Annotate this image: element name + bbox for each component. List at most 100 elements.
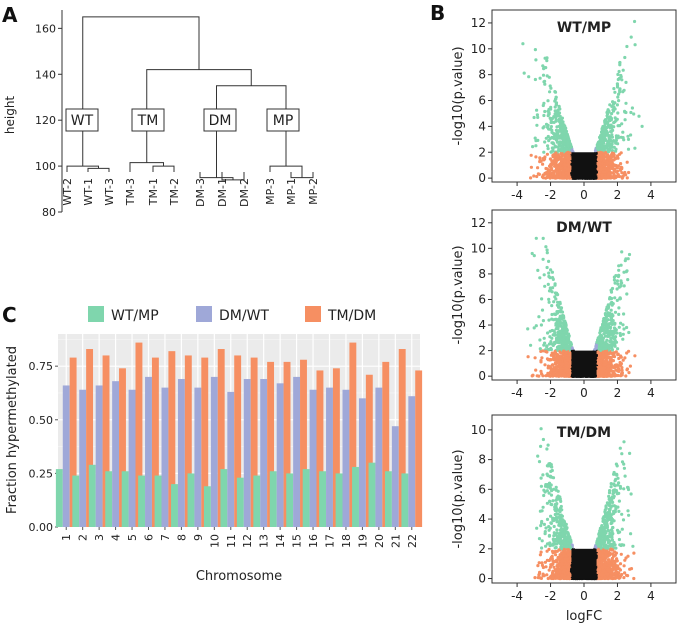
- volcano-point: [566, 144, 570, 148]
- volcano-point: [623, 118, 627, 122]
- y-tick-label: 140: [35, 68, 56, 81]
- volcano-point: [623, 55, 627, 60]
- cluster-label: DM: [209, 113, 232, 129]
- x-tick-label: 13: [258, 534, 271, 548]
- volcano-point: [617, 285, 622, 289]
- volcano-point: [536, 166, 540, 170]
- volcano-point: [625, 44, 629, 49]
- bar: [234, 355, 242, 527]
- volcano-point: [557, 323, 562, 327]
- volcano-point: [607, 138, 611, 142]
- leaf-label: TM-1: [147, 178, 160, 206]
- volcano-point: [535, 113, 540, 117]
- dendrogram-branch: [152, 165, 175, 172]
- bar: [401, 473, 409, 527]
- y-tick-label: 0.00: [29, 521, 54, 534]
- volcano-point: [557, 129, 561, 133]
- volcano-point: [598, 331, 602, 335]
- volcano-point: [563, 159, 567, 163]
- volcano-point: [606, 109, 610, 113]
- volcano-point: [617, 312, 621, 316]
- volcano-point: [547, 297, 551, 301]
- volcano-point: [607, 147, 612, 151]
- bar: [352, 466, 359, 527]
- volcano-point: [597, 141, 601, 145]
- volcano-point: [547, 112, 551, 116]
- volcano-point: [602, 159, 606, 163]
- volcano-point: [626, 147, 631, 151]
- leaf-label: DM-2: [238, 178, 251, 207]
- volcano-point: [541, 374, 545, 378]
- volcano-point: [550, 328, 554, 333]
- volcano-point: [540, 175, 545, 179]
- volcano-point: [621, 130, 625, 134]
- volcano-point: [538, 156, 542, 160]
- dendrogram-branch: [87, 167, 110, 172]
- y-axis-label: -log10(p.value): [451, 46, 466, 145]
- volcano-point: [546, 144, 550, 148]
- volcano-point: [563, 128, 567, 132]
- volcano-point: [562, 338, 567, 342]
- volcano-point: [597, 163, 601, 167]
- volcano-point: [608, 339, 612, 343]
- volcano-point: [559, 155, 563, 159]
- volcano-point: [599, 153, 603, 157]
- x-tick-label: 21: [389, 534, 402, 548]
- volcano-point: [532, 254, 536, 258]
- bar: [201, 357, 209, 527]
- volcano-point: [551, 276, 555, 280]
- bar: [168, 351, 176, 527]
- y-tick-label: 2: [478, 145, 486, 159]
- volcano-point: [534, 144, 538, 148]
- volcano-point: [536, 268, 540, 272]
- bar: [365, 374, 373, 527]
- bar: [138, 475, 146, 527]
- volcano-point: [546, 372, 551, 376]
- volcano-point: [617, 92, 621, 96]
- bar: [236, 477, 244, 527]
- volcano-point: [552, 120, 556, 124]
- volcano-point: [616, 124, 620, 128]
- x-axis-label: Chromosome: [196, 569, 282, 584]
- bar: [375, 387, 383, 527]
- x-tick-label: 16: [307, 534, 320, 548]
- volcano-point: [549, 107, 553, 111]
- volcano-point: [542, 125, 546, 129]
- volcano-point: [552, 318, 556, 322]
- bar: [286, 473, 294, 527]
- dendrogram-branch: [82, 16, 200, 167]
- volcano-point: [606, 142, 610, 146]
- x-tick-label: 12: [241, 534, 254, 548]
- volcano-point: [628, 364, 633, 368]
- bar: [260, 379, 268, 527]
- volcano-point: [616, 347, 620, 351]
- volcano-point: [551, 363, 555, 367]
- volcano-point: [624, 101, 628, 105]
- volcano-point: [625, 292, 629, 296]
- volcano-point: [552, 169, 556, 173]
- volcano-point: [599, 134, 603, 138]
- volcano-point: [547, 271, 551, 275]
- volcano-point: [605, 305, 609, 309]
- volcano-point: [542, 336, 546, 340]
- volcano-point: [565, 155, 570, 159]
- volcano-point: [604, 118, 608, 122]
- x-tick-label: 5: [126, 534, 139, 541]
- volcano-point: [544, 66, 548, 70]
- volcano-point: [534, 324, 538, 328]
- cluster-label: MP: [273, 113, 294, 129]
- y-tick-label: 0.25: [29, 467, 54, 480]
- cluster-box: [65, 108, 99, 132]
- bar: [335, 473, 343, 527]
- volcano-point: [553, 283, 557, 287]
- volcano-point: [621, 337, 625, 341]
- volcano-point: [610, 347, 614, 351]
- volcano-point: [604, 176, 608, 180]
- volcano-point: [600, 161, 605, 165]
- volcano-point: [551, 286, 555, 290]
- bar: [384, 471, 392, 527]
- bar: [408, 396, 416, 527]
- volcano-point: [546, 147, 550, 151]
- volcano-point: [551, 146, 555, 150]
